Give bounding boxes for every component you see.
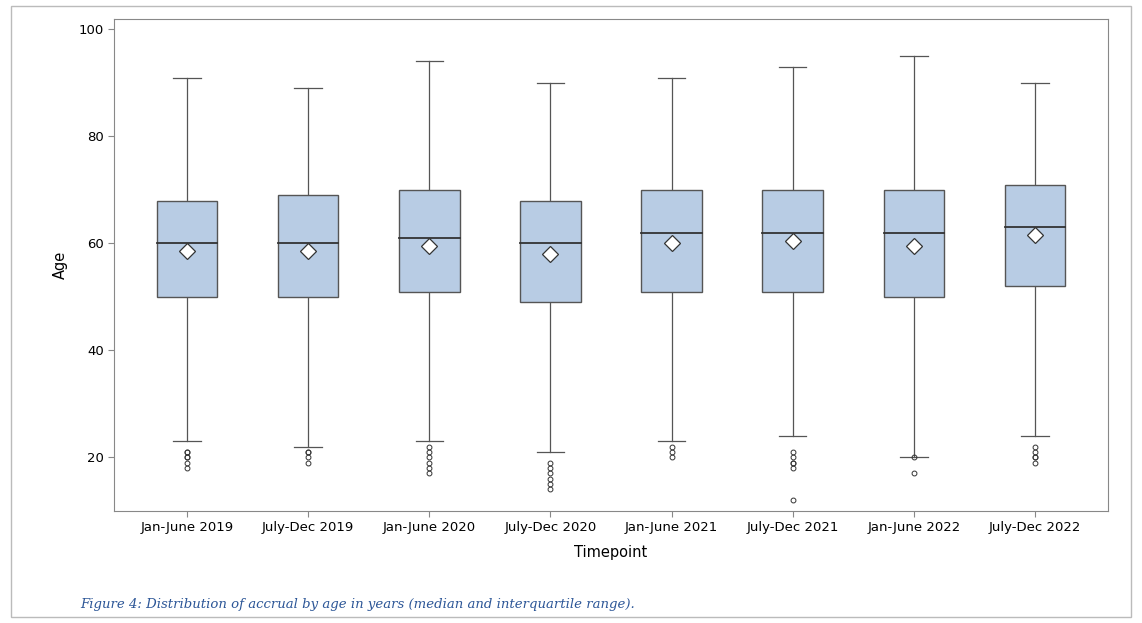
Bar bbox=[1005, 184, 1065, 286]
X-axis label: Timepoint: Timepoint bbox=[574, 545, 648, 560]
Bar bbox=[156, 201, 217, 297]
Bar bbox=[884, 190, 944, 297]
Y-axis label: Age: Age bbox=[53, 250, 67, 279]
Text: Figure 4: Distribution of accrual by age in years (median and interquartile rang: Figure 4: Distribution of accrual by age… bbox=[80, 597, 635, 611]
Bar bbox=[278, 195, 338, 297]
Bar bbox=[642, 190, 702, 292]
Bar bbox=[763, 190, 823, 292]
Bar bbox=[399, 190, 459, 292]
Bar bbox=[520, 201, 580, 302]
